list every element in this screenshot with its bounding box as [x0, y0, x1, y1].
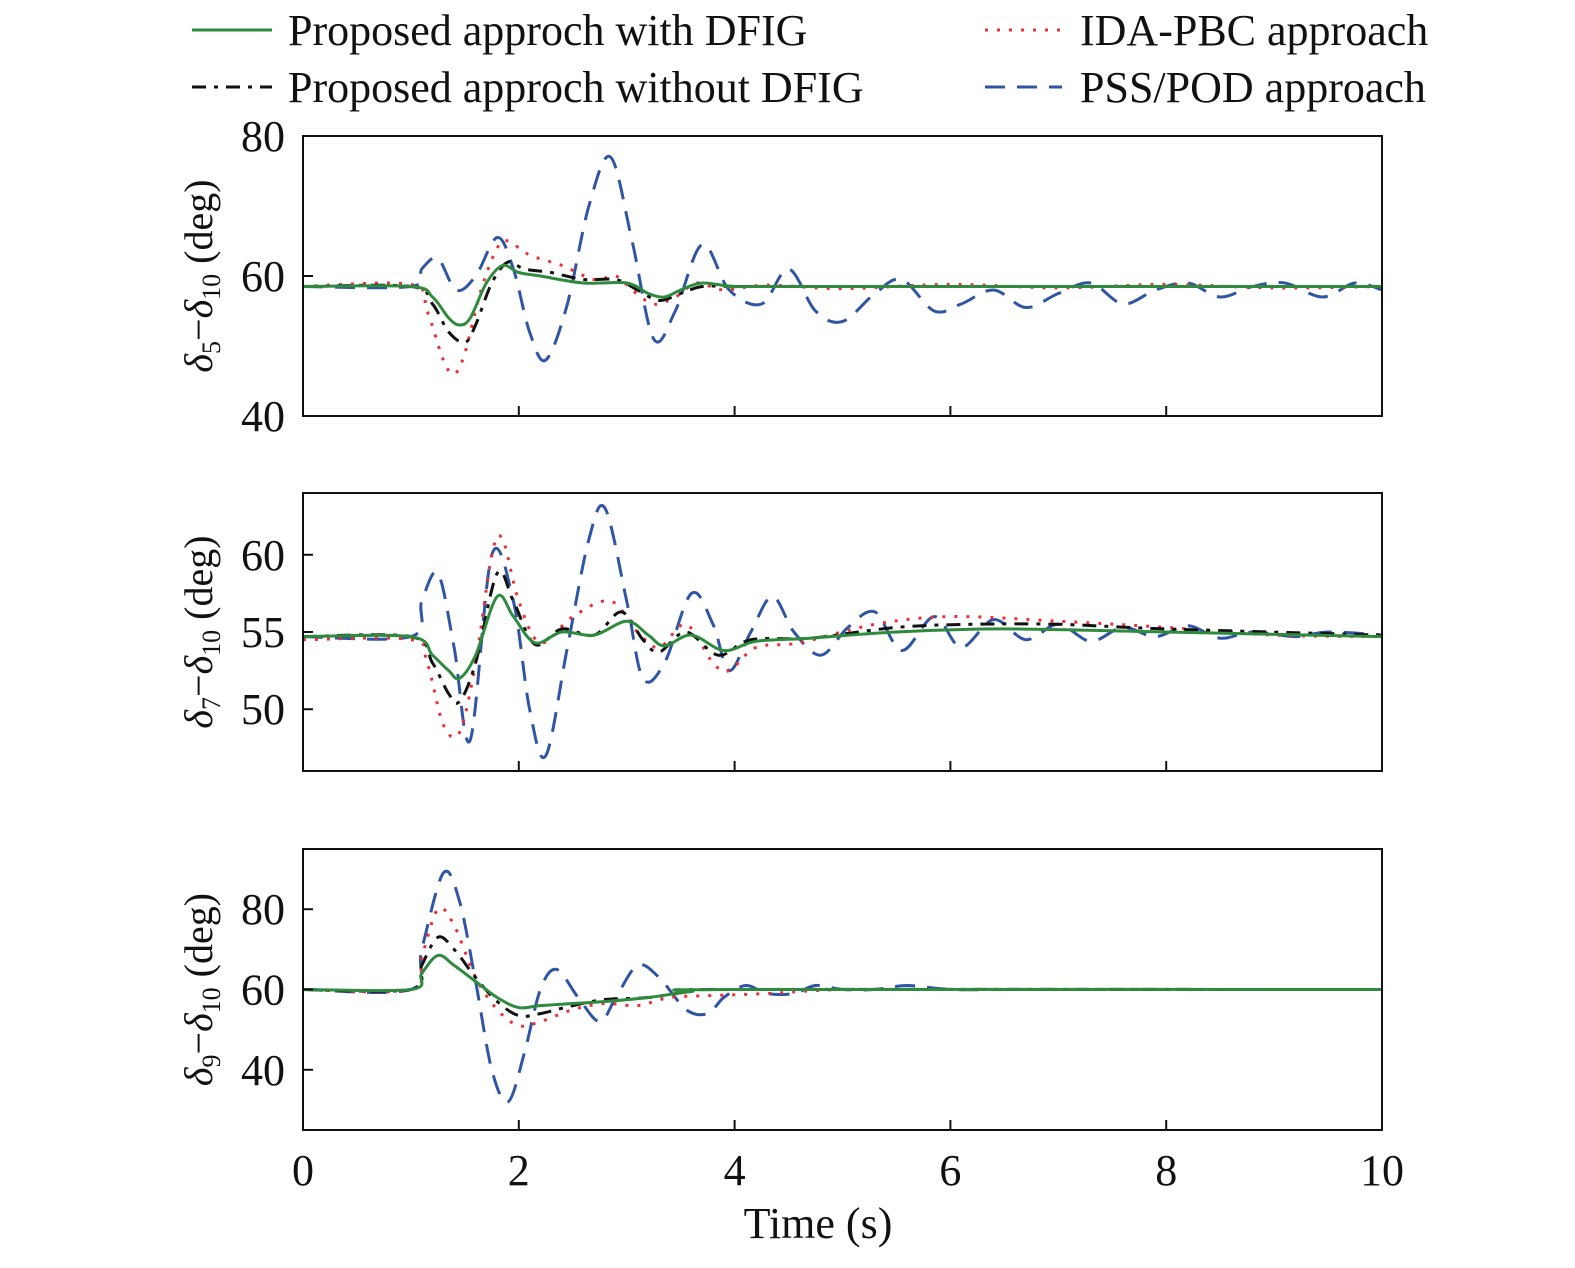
y-axis-title-part: δ [176, 298, 221, 318]
y-axis-title-part: δ [176, 353, 221, 373]
y-axis-title: δ5−δ10 (deg) [176, 179, 226, 372]
y-axis-title-part: 10 [197, 274, 226, 300]
x-tick-label: 8 [1155, 1146, 1177, 1195]
x-tick-label: 2 [508, 1146, 530, 1195]
y-tick-label: 50 [241, 685, 285, 734]
series-line-without-dfig [303, 260, 1382, 345]
y-axis-title-part: (deg) [176, 179, 221, 273]
legend-label-ida-pbc: IDA-PBC approach [1080, 6, 1428, 55]
y-tick-label: 80 [241, 112, 285, 161]
y-tick-label: 60 [241, 252, 285, 301]
y-tick-label: 60 [241, 966, 285, 1015]
series-line-ida-pbc [303, 533, 1382, 740]
legend: Proposed approch with DFIG IDA-PBC appro… [192, 6, 1428, 112]
y-axis-title-part: δ [176, 1012, 221, 1032]
legend-item-ida-pbc: IDA-PBC approach [985, 6, 1428, 55]
legend-label-without-dfig: Proposed approch without DFIG [288, 63, 864, 112]
panel-2-series [303, 504, 1382, 760]
y-tick-label: 80 [241, 885, 285, 934]
y-axis-title-part: δ [176, 709, 221, 729]
y-axis-title-part: − [176, 1032, 221, 1055]
legend-item-without-dfig: Proposed approch without DFIG [192, 63, 864, 112]
series-line-without-dfig [303, 935, 1382, 1018]
y-axis-title: δ7−δ10 (deg) [176, 535, 226, 728]
series-line-with-dfig [303, 263, 1382, 327]
y-axis-title-part: δ [176, 654, 221, 674]
y-axis-title-part: − [176, 318, 221, 341]
legend-item-with-dfig: Proposed approch with DFIG [192, 6, 807, 55]
y-axis-title-part: 10 [197, 987, 226, 1013]
series-line-pss-pod [303, 869, 1382, 1104]
x-tick-label: 10 [1360, 1146, 1404, 1195]
legend-label-pss-pod: PSS/POD approach [1080, 63, 1426, 112]
y-tick-label: 60 [241, 531, 285, 580]
y-axis-title-part: (deg) [176, 893, 221, 987]
y-tick-label: 40 [241, 1046, 285, 1095]
y-axis-title-part: 5 [197, 341, 226, 354]
legend-label-with-dfig: Proposed approch with DFIG [288, 6, 807, 55]
y-axis-title-part: δ [176, 1066, 221, 1086]
legend-item-pss-pod: PSS/POD approach [985, 63, 1426, 112]
panel-3-series [303, 869, 1382, 1104]
series-line-ida-pbc [303, 238, 1382, 376]
y-axis-title-part: 9 [197, 1054, 226, 1067]
y-axis-title-part: − [176, 674, 221, 697]
x-tick-label: 0 [292, 1146, 314, 1195]
x-tick-label: 6 [939, 1146, 961, 1195]
y-axis-title-part: (deg) [176, 535, 221, 629]
y-tick-label: 40 [241, 392, 285, 441]
x-axis-title: Time (s) [744, 1199, 893, 1248]
x-tick-label: 4 [724, 1146, 746, 1195]
y-axis-title-part: 7 [197, 697, 226, 710]
plot-frame [302, 135, 1383, 417]
series-line-with-dfig [303, 593, 1382, 681]
y-tick-label: 55 [241, 608, 285, 657]
y-axis-title-part: 10 [197, 630, 226, 656]
series-line-with-dfig [303, 953, 1382, 1010]
series-line-pss-pod [303, 154, 1382, 363]
y-axis-title: δ9−δ10 (deg) [176, 893, 226, 1086]
panel-1-series [303, 154, 1382, 376]
